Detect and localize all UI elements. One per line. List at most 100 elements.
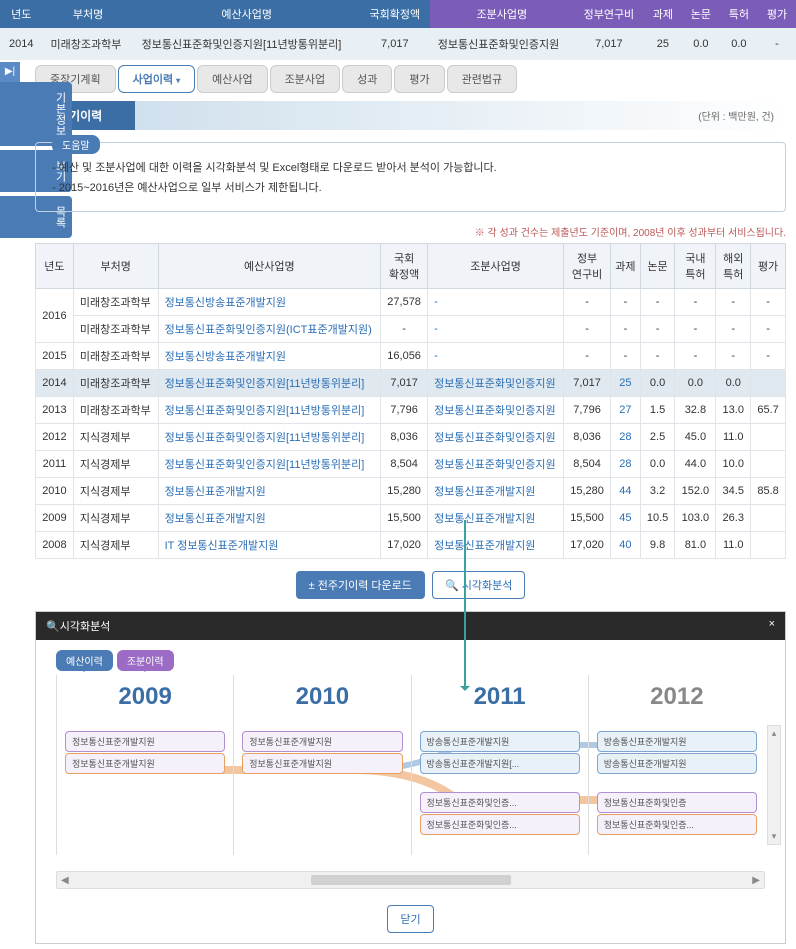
cell: -: [675, 316, 716, 343]
cell: 0.0: [675, 370, 716, 397]
col-header: 부처명: [73, 244, 158, 289]
close-icon[interactable]: ×: [769, 618, 775, 634]
vertical-scrollbar[interactable]: ▴ ▾: [767, 725, 781, 845]
hdr-bp: 예산사업명: [134, 0, 360, 28]
cell: [751, 532, 786, 559]
toggle-sub[interactable]: 조분이력: [117, 650, 174, 671]
cell[interactable]: 25: [611, 370, 641, 397]
cell[interactable]: 정보통신표준화및인증지원[11년방통위분리]: [158, 424, 380, 451]
cell: 26.3: [716, 505, 751, 532]
cell-year: 2015: [36, 343, 74, 370]
table-row[interactable]: 2011지식경제부정보통신표준화및인증지원[11년방통위분리]8,504정보통신…: [36, 451, 786, 478]
node[interactable]: 방송통신표준개발지원: [597, 753, 757, 774]
cell: 45.0: [675, 424, 716, 451]
cell[interactable]: 정보통신표준개발지원: [158, 505, 380, 532]
chevron-down-icon: ▾: [176, 76, 180, 85]
horizontal-scrollbar[interactable]: ◀ ▶: [56, 871, 765, 889]
tab-result[interactable]: 성과: [342, 65, 392, 93]
cell[interactable]: 40: [611, 532, 641, 559]
note: ※ 각 성과 건수는 제출년도 기준이며, 2008년 이후 성과부터 서비스됩…: [35, 224, 786, 239]
cell: 지식경제부: [73, 424, 158, 451]
col-header: 예산사업명: [158, 244, 380, 289]
node[interactable]: 정보통신표준개발지원: [65, 731, 225, 752]
hr-sp: 정보통신표준화및인증지원: [430, 28, 574, 60]
cell: 11.0: [716, 424, 751, 451]
cell[interactable]: 44: [611, 478, 641, 505]
cell[interactable]: 정보통신표준개발지원: [158, 478, 380, 505]
table-row[interactable]: 2009지식경제부정보통신표준개발지원15,500정보통신표준개발지원15,50…: [36, 505, 786, 532]
cell: 27,578: [381, 289, 428, 316]
node[interactable]: 정보통신표준화및인증...: [420, 792, 580, 813]
table-row[interactable]: 2013미래창조과학부정보통신표준화및인증지원[11년방통위분리]7,796정보…: [36, 397, 786, 424]
scroll-thumb[interactable]: [311, 875, 511, 885]
table-row[interactable]: 2016미래창조과학부정보통신방송표준개발지원27,578-------: [36, 289, 786, 316]
cell[interactable]: 정보통신표준화및인증지원: [428, 397, 564, 424]
table-row[interactable]: 2010지식경제부정보통신표준개발지원15,280정보통신표준개발지원15,28…: [36, 478, 786, 505]
cell[interactable]: 정보통신표준개발지원: [428, 478, 564, 505]
cell[interactable]: 28: [611, 424, 641, 451]
cell: -: [428, 316, 564, 343]
cell[interactable]: 정보통신표준화및인증지원: [428, 451, 564, 478]
cell[interactable]: 정보통신방송표준개발지원: [158, 343, 380, 370]
cell: 17,020: [564, 532, 611, 559]
viz-button-label: 시각화분석: [462, 580, 513, 592]
tab-eval[interactable]: 평가: [394, 65, 444, 93]
toggle-budget[interactable]: 예산이력: [56, 650, 113, 671]
cell: 10.5: [640, 505, 675, 532]
node[interactable]: 방송통신표준개발지원[...: [420, 753, 580, 774]
close-button[interactable]: 닫기: [387, 905, 433, 933]
scroll-down-icon[interactable]: ▾: [772, 831, 777, 842]
node[interactable]: 정보통신표준개발지원: [242, 753, 402, 774]
tab-sub[interactable]: 조분사업: [270, 65, 340, 93]
hr-tasks[interactable]: 25: [644, 28, 682, 60]
node[interactable]: 정보통신표준화및인증...: [597, 814, 757, 835]
cell[interactable]: 정보통신표준화및인증지원: [428, 424, 564, 451]
node[interactable]: 정보통신표준화및인증...: [420, 814, 580, 835]
table-row[interactable]: 2012지식경제부정보통신표준화및인증지원[11년방통위분리]8,036정보통신…: [36, 424, 786, 451]
cell[interactable]: 27: [611, 397, 641, 424]
timeline-wrap: 2009 정보통신표준개발지원 정보통신표준개발지원 2010 정보통신표준개발…: [36, 675, 785, 865]
cell[interactable]: 정보통신표준화및인증지원(ICT표준개발지원): [158, 316, 380, 343]
scroll-right-icon[interactable]: ▶: [752, 875, 760, 886]
cell[interactable]: 45: [611, 505, 641, 532]
cell[interactable]: 정보통신표준개발지원: [428, 532, 564, 559]
cell[interactable]: IT 정보통신표준개발지원: [158, 532, 380, 559]
viz-title-label: 시각화분석: [60, 621, 111, 633]
table-row[interactable]: 미래창조과학부정보통신표준화및인증지원(ICT표준개발지원)--------: [36, 316, 786, 343]
node[interactable]: 정보통신표준화및인증: [597, 792, 757, 813]
cell: -: [564, 316, 611, 343]
cell[interactable]: 정보통신표준화및인증지원: [428, 370, 564, 397]
cell: 8,504: [381, 451, 428, 478]
table-row[interactable]: 2008지식경제부IT 정보통신표준개발지원17,020정보통신표준개발지원17…: [36, 532, 786, 559]
cell: 미래창조과학부: [73, 316, 158, 343]
node[interactable]: 정보통신표준개발지원: [242, 731, 402, 752]
cell[interactable]: 정보통신표준화및인증지원[11년방통위분리]: [158, 370, 380, 397]
download-button[interactable]: ± 전주기이력 다운로드: [296, 571, 425, 599]
table-row[interactable]: 2015미래창조과학부정보통신방송표준개발지원16,056-------: [36, 343, 786, 370]
hr-conf: 7,017: [360, 28, 430, 60]
cell: 32.8: [675, 397, 716, 424]
cell[interactable]: 정보통신표준화및인증지원[11년방통위분리]: [158, 397, 380, 424]
node[interactable]: 방송통신표준개발지원: [597, 731, 757, 752]
scroll-left-icon[interactable]: ◀: [61, 875, 69, 886]
hdr-patent: 특허: [720, 0, 758, 28]
col-header: 국회확정액: [381, 244, 428, 289]
cell: [751, 505, 786, 532]
cell: 9.8: [640, 532, 675, 559]
cell[interactable]: 28: [611, 451, 641, 478]
table-row[interactable]: 2014미래창조과학부정보통신표준화및인증지원[11년방통위분리]7,017정보…: [36, 370, 786, 397]
tab-law[interactable]: 관련법규: [447, 65, 517, 93]
year-label: 2012: [589, 683, 765, 711]
side-toggle[interactable]: ▶|: [0, 62, 20, 82]
hr-eval: -: [758, 28, 796, 60]
tab-history[interactable]: 사업이력▾: [118, 65, 196, 93]
hdr-dept: 부처명: [42, 0, 133, 28]
cell[interactable]: 정보통신표준개발지원: [428, 505, 564, 532]
tab-budget[interactable]: 예산사업: [197, 65, 267, 93]
node[interactable]: 방송통신표준개발지원: [420, 731, 580, 752]
scroll-up-icon[interactable]: ▴: [772, 728, 777, 739]
cell[interactable]: 정보통신방송표준개발지원: [158, 289, 380, 316]
cell[interactable]: 정보통신표준화및인증지원[11년방통위분리]: [158, 451, 380, 478]
viz-button[interactable]: 🔍 시각화분석: [432, 571, 525, 599]
node[interactable]: 정보통신표준개발지원: [65, 753, 225, 774]
